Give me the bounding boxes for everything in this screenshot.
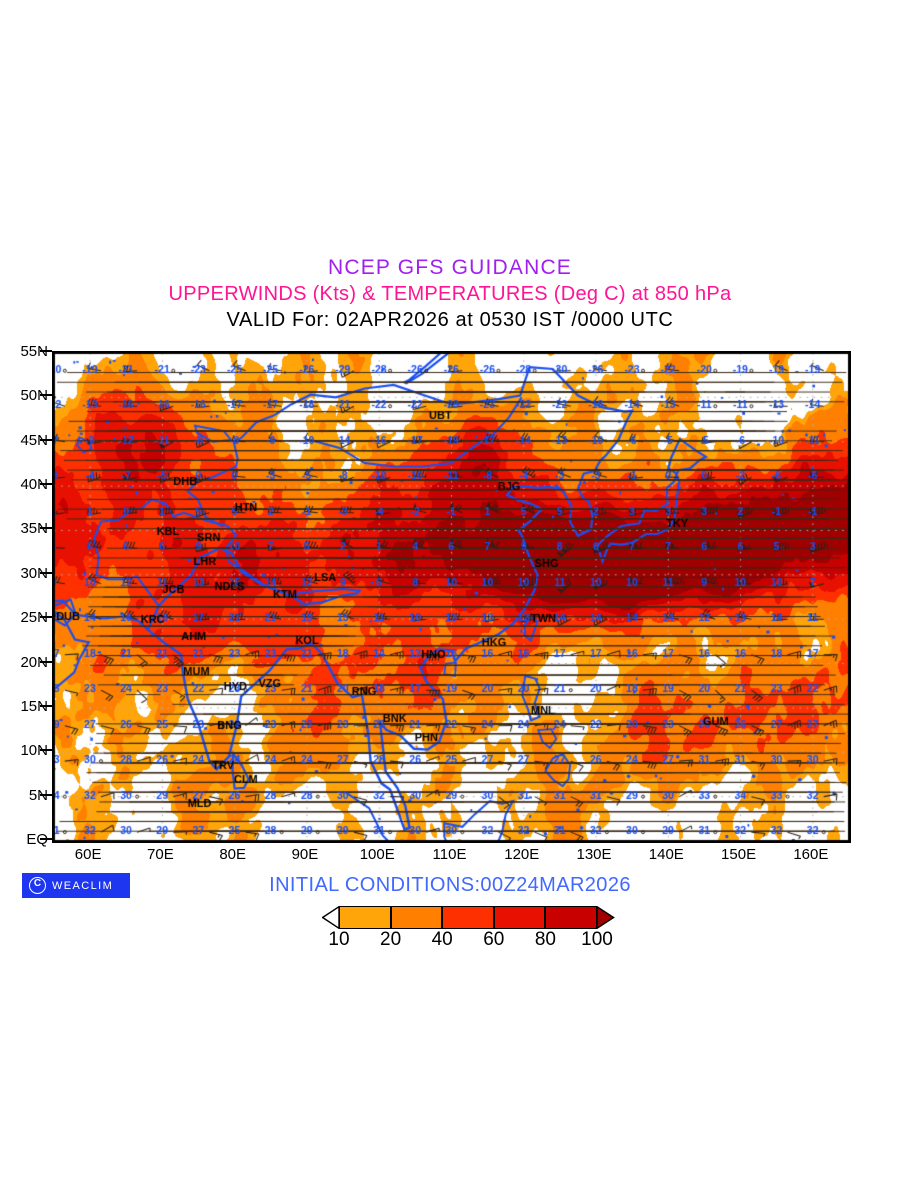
colorbar-segment [339, 906, 391, 929]
colorbar-tick-label: 10 [328, 929, 350, 950]
x-tick-label: 150E [721, 846, 757, 863]
y-tick-mark [40, 793, 52, 796]
x-tick-label: 140E [648, 846, 684, 863]
y-tick-mark [40, 571, 52, 574]
x-tick-label: 90E [291, 846, 319, 863]
y-tick-mark [40, 350, 52, 352]
y-tick-mark [40, 704, 52, 707]
colorbar-tick-label: 80 [534, 929, 556, 950]
y-tick-label: 40N [20, 476, 48, 494]
y-tick-label: 20N [20, 653, 48, 671]
colorbar-tick-label: 20 [380, 929, 402, 950]
chart-subtitle-variables: UPPERWINDS (Kts) & TEMPERATURES (Deg C) … [168, 283, 732, 305]
x-tick-label: 70E [147, 846, 174, 863]
x-tick-label: 130E [576, 846, 612, 863]
copyright-icon: C [29, 877, 46, 894]
y-tick-mark [40, 483, 52, 486]
initial-conditions-label: INITIAL CONDITIONS:00Z24MAR2026 [269, 874, 631, 896]
x-tick-label: 160E [793, 846, 829, 863]
y-tick-label: 45N [20, 431, 48, 449]
y-tick-label: 50N [20, 387, 48, 405]
y-tick-label: EQ [26, 831, 48, 848]
x-tick-label: 120E [504, 846, 540, 863]
page-title: NCEP GFS GUIDANCE [327, 256, 573, 279]
x-tick-label: 60E [74, 846, 102, 863]
y-tick-label: 15N [20, 697, 48, 715]
colorbar-segment [442, 906, 494, 929]
x-tick-label: 110E [432, 846, 467, 863]
map-plot-area [52, 351, 851, 843]
colorbar-segment [390, 906, 443, 929]
y-tick-mark [40, 438, 52, 441]
weaclim-logo: C WEACLIM [22, 873, 130, 898]
y-tick-label: 30N [20, 564, 48, 582]
y-tick-label: 35N [20, 520, 48, 538]
y-tick-mark [40, 394, 52, 397]
weaclim-logo-text: WEACLIM [52, 879, 114, 892]
y-tick-mark [40, 660, 52, 663]
colorbar-low-arrow-outline [321, 905, 340, 930]
chart-subtitle-validtime: VALID For: 02APR2026 at 0530 IST /0000 U… [226, 309, 674, 331]
x-tick-label: 100E [359, 846, 395, 863]
y-tick-mark [40, 749, 52, 752]
y-tick-label: 10N [20, 742, 48, 760]
y-tick-label: 25N [20, 609, 48, 627]
y-tick-mark [40, 838, 52, 840]
colorbar-tick-labels: 10 20 40 60 80 100 [282, 929, 662, 955]
colorbar-segment [493, 906, 546, 929]
y-tick-mark [40, 616, 52, 619]
colorbar [321, 905, 615, 930]
weather-map-canvas [54, 353, 849, 841]
chart-title-block: NCEP GFS GUIDANCE UPPERWINDS (Kts) & TEM… [0, 255, 900, 333]
y-tick-label: 55N [20, 343, 48, 360]
y-tick-mark [40, 527, 52, 530]
colorbar-high-arrow [596, 905, 615, 930]
colorbar-tick-label: 60 [483, 929, 505, 950]
y-tick-label: 5N [28, 786, 48, 804]
colorbar-tick-label: 40 [431, 929, 453, 950]
x-tick-label: 80E [219, 846, 247, 863]
colorbar-tick-label: 100 [581, 929, 613, 950]
colorbar-segment [545, 906, 597, 929]
